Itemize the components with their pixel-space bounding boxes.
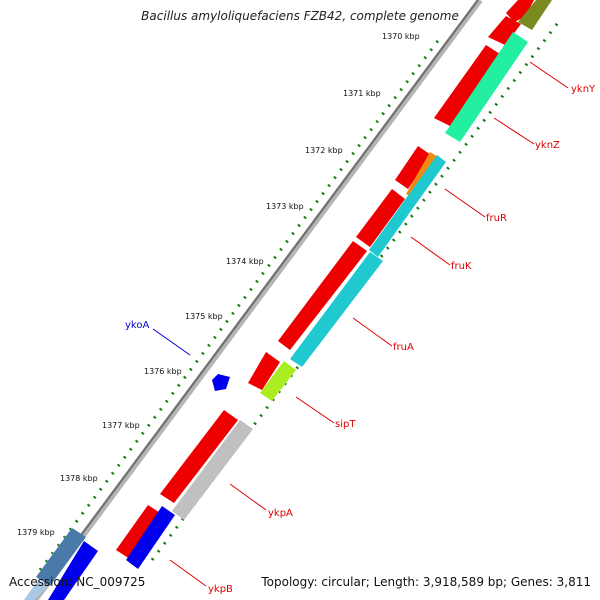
gene-label-sipT: sipT <box>335 419 356 430</box>
tick-label: 1374 kbp <box>226 257 264 266</box>
tick-label: 1379 kbp <box>17 528 55 537</box>
gene-label-fruA: fruA <box>393 342 414 353</box>
gene-olive-block <box>518 0 552 30</box>
ruler-dots-outer <box>38 37 442 571</box>
gene-cyan-block <box>369 155 446 257</box>
label-line-fruR <box>444 188 486 218</box>
gene-forward-block <box>278 241 367 350</box>
gene-label-fruR: fruR <box>486 213 507 224</box>
tick-label: 1376 kbp <box>144 367 182 376</box>
gene-forward-block <box>434 45 500 126</box>
gene-forward-block <box>248 352 280 390</box>
gene-grey-block <box>172 420 253 520</box>
tick-label: 1372 kbp <box>305 146 343 155</box>
reverse-strand-genes <box>24 0 552 600</box>
gene-blue-block <box>126 506 175 569</box>
accession-text: Accession: NC_009725 <box>9 575 146 589</box>
tick-label: 1377 kbp <box>102 421 140 430</box>
label-lines <box>152 61 569 587</box>
label-line-yknZ <box>493 117 535 145</box>
gene-label-yknZ: yknZ <box>535 140 560 151</box>
label-line-ykoA <box>152 328 191 356</box>
gene-forward-block <box>506 0 534 22</box>
label-line-ykpB <box>169 559 207 587</box>
tick-label: 1370 kbp <box>382 32 420 41</box>
gene-blue-block <box>48 541 98 600</box>
tick-label: 1378 kbp <box>60 474 98 483</box>
tick-label: 1373 kbp <box>266 202 304 211</box>
genome-title: Bacillus amyloliquefaciens FZB42, comple… <box>141 9 459 23</box>
gene-label-ykoA: ykoA <box>125 320 149 331</box>
gene-steelblue-block <box>36 528 86 586</box>
genome-summary: Topology: circular; Length: 3,918,589 bp… <box>261 575 591 589</box>
tick-label: 1371 kbp <box>343 89 381 98</box>
backbone <box>32 0 483 600</box>
gene-blue-small-block <box>212 374 230 391</box>
gene-label-fruK: fruK <box>451 261 472 272</box>
gene-forward-block <box>488 16 521 45</box>
label-line-fruK <box>410 236 451 266</box>
forward-strand-genes <box>116 0 534 559</box>
gene-label-ykpB: ykpB <box>208 584 233 595</box>
label-line-fruA <box>352 317 393 347</box>
tick-label: 1375 kbp <box>185 312 223 321</box>
gene-cyan-block <box>290 252 383 367</box>
gene-forward-block <box>356 189 405 247</box>
gene-lime-block <box>260 361 296 401</box>
gene-forward-block <box>395 146 431 189</box>
label-line-sipT <box>295 396 335 424</box>
label-line-yknY <box>529 61 569 89</box>
gene-label-ykpA: ykpA <box>268 508 293 519</box>
gene-lightblue-block <box>24 580 48 600</box>
label-line-ykpA <box>229 483 267 511</box>
gene-mint-block <box>445 32 528 142</box>
gene-label-yknY: yknY <box>571 84 596 95</box>
gene-forward-block <box>160 410 238 503</box>
gene-forward-block <box>116 505 162 559</box>
